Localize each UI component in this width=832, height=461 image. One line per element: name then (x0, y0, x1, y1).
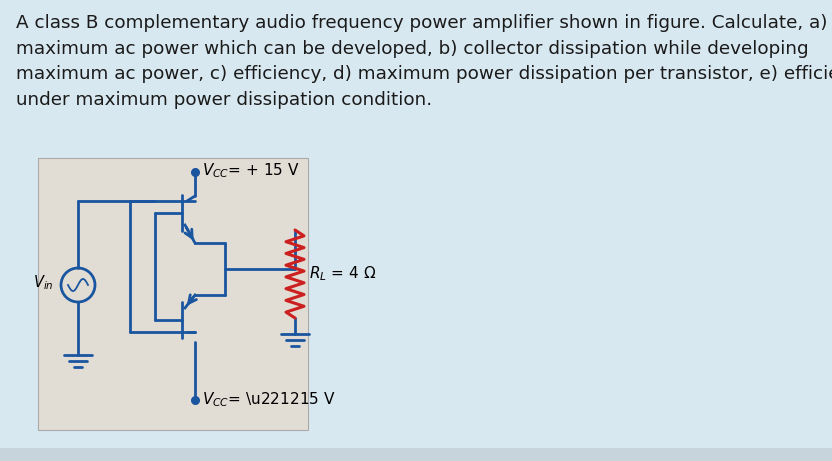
Bar (0, 448, 832, 461)
Text: $V_{CC}$= \u221215 V: $V_{CC}$= \u221215 V (202, 390, 335, 409)
Text: $V_{in}$: $V_{in}$ (33, 274, 54, 292)
Bar (38, 158, 308, 430)
Text: A class B complementary audio frequency power amplifier shown in figure. Calcula: A class B complementary audio frequency … (16, 14, 832, 109)
Text: $R_L$ = 4 $\Omega$: $R_L$ = 4 $\Omega$ (309, 265, 376, 284)
Text: $V_{CC}$= + 15 V: $V_{CC}$= + 15 V (202, 162, 300, 180)
